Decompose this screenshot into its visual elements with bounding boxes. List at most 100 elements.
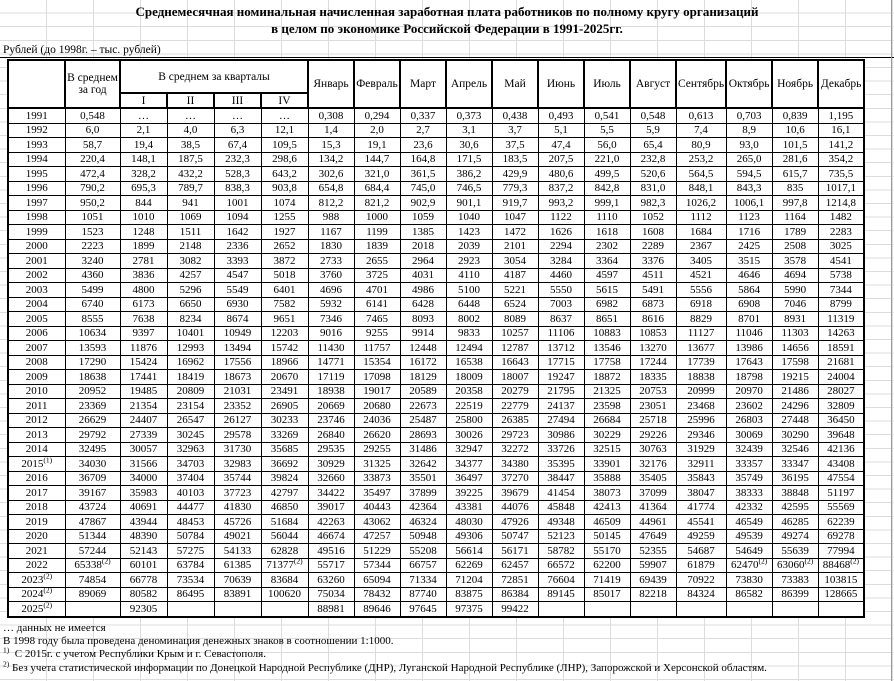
data-cell: 1839	[353, 238, 401, 254]
data-cell: 23598	[583, 398, 631, 414]
data-cell: 37099	[629, 485, 677, 501]
data-cell: 26840	[307, 427, 355, 443]
data-cell: 321,0	[353, 166, 401, 182]
year-cell: 1991	[7, 107, 66, 124]
data-cell: 6650	[166, 296, 215, 312]
data-cell: 52143	[119, 543, 168, 559]
data-cell: 9833	[445, 325, 493, 341]
data-cell: 3405	[675, 253, 727, 269]
data-cell: 65,4	[629, 137, 677, 153]
data-cell: 13712	[537, 340, 585, 356]
data-cell: 746,5	[445, 180, 493, 196]
data-cell: 16643	[491, 354, 539, 370]
data-cell: 70639	[213, 572, 262, 588]
data-cell: 997,8	[771, 195, 819, 211]
data-cell: 47867	[64, 514, 121, 530]
data-cell: 4800	[119, 282, 168, 298]
data-cell: 3082	[166, 253, 215, 269]
data-cell: 1899	[119, 238, 168, 254]
data-cell: 45726	[213, 514, 262, 530]
title-line-1: Среднемесячная номинальная начисленная з…	[135, 4, 759, 19]
quarter-header: III	[213, 92, 262, 109]
data-cell: 43062	[353, 514, 401, 530]
data-cell: 41454	[537, 485, 585, 501]
data-cell: 39017	[307, 499, 355, 515]
data-cell: 3872	[260, 253, 309, 269]
data-cell: 4460	[537, 267, 585, 283]
data-cell: 16172	[399, 354, 447, 370]
data-cell: 24036	[353, 412, 401, 428]
data-cell: 24407	[119, 412, 168, 428]
data-cell: 10883	[583, 325, 631, 341]
data-cell: 32546	[771, 441, 819, 457]
data-cell: 128665	[817, 586, 865, 602]
data-cell: 5100	[445, 282, 493, 298]
data-cell: 1112	[675, 209, 727, 225]
data-cell: 265,0	[725, 151, 773, 167]
data-cell: 30986	[537, 427, 585, 443]
data-cell: 2101	[491, 238, 539, 254]
data-cell: 27494	[537, 412, 585, 428]
data-cell: 23602	[725, 398, 773, 414]
title-line-2: в целом по экономике Российской Федераци…	[271, 21, 623, 36]
data-cell: 988	[307, 209, 355, 225]
data-cell: 7582	[260, 296, 309, 312]
data-cell: 10634	[64, 325, 121, 341]
data-cell: 26620	[353, 427, 401, 443]
data-cell: 3,7	[491, 122, 539, 138]
data-cell: 8089	[491, 311, 539, 327]
data-cell: 12787	[491, 340, 539, 356]
data-cell: 220,4	[64, 151, 121, 167]
table-row: 2019 47867 43944 48453 45726 51684 42263 43062 4…	[7, 514, 865, 530]
year-cell: 2014	[7, 441, 66, 457]
data-cell: 32963	[166, 441, 215, 457]
data-cell: 134,2	[307, 151, 355, 167]
data-cell: 55639	[771, 543, 819, 559]
data-cell: 1,4	[307, 122, 355, 138]
data-cell: 47649	[629, 528, 677, 544]
data-cell: 8799	[817, 296, 865, 312]
data-cell: 49348	[537, 514, 585, 530]
data-cell: 3515	[725, 253, 773, 269]
wage-table: В среднем за год В среднем за кварталы Янв…	[7, 59, 866, 618]
table-row: 2023(2) 74854 66778 73534 70639 83684 63260 650…	[7, 572, 865, 588]
data-cell: 6982	[583, 296, 631, 312]
table-row: 1999 1523 1248 1511 1642 1927 1167 1199 1385 1423…	[7, 224, 865, 240]
data-cell: 20670	[260, 369, 309, 385]
data-cell: 11757	[353, 340, 401, 356]
table-row: 1992 6,0 2,1 4,0 6,3 12,1 1,4 2,0 2,7 3,1 3,7 5,1 5,…	[7, 122, 865, 138]
data-cell: 19485	[119, 383, 168, 399]
data-cell: 55170	[583, 543, 631, 559]
data-cell: 831,0	[629, 180, 677, 196]
data-cell: 23,6	[399, 137, 447, 153]
data-cell: 11127	[675, 325, 727, 341]
table-row: 1996 790,2 695,3 789,7 838,3 903,8 654,8 684,4 7…	[7, 180, 865, 196]
data-cell: 20589	[399, 383, 447, 399]
data-cell: 63060(2)	[771, 557, 819, 573]
data-cell: 35744	[213, 470, 262, 486]
data-cell: 4646	[725, 267, 773, 283]
data-cell: 36709	[64, 470, 121, 486]
data-cell: 66572	[537, 557, 585, 573]
data-cell: 54133	[213, 543, 262, 559]
data-cell: 39167	[64, 485, 121, 501]
data-cell: 83684	[260, 572, 309, 588]
data-cell: 187,5	[166, 151, 215, 167]
data-cell: 25996	[675, 412, 727, 428]
data-cell: 86582	[725, 586, 773, 602]
data-cell: 18872	[583, 369, 631, 385]
data-cell: 1684	[675, 224, 727, 240]
data-cell: 35501	[399, 470, 447, 486]
data-cell: 57344	[353, 557, 401, 573]
data-cell: 82218	[629, 586, 677, 602]
quarter-header: I	[119, 92, 168, 109]
data-cell: 22779	[491, 398, 539, 414]
data-cell: 28693	[399, 427, 447, 443]
data-cell: 1094	[213, 209, 262, 225]
data-cell: 30057	[119, 441, 168, 457]
data-cell: 32272	[491, 441, 539, 457]
data-cell: 43724	[64, 499, 121, 515]
data-cell	[583, 601, 631, 617]
footnotes: … данных не имеется В 1998 году была про…	[3, 622, 894, 676]
data-cell: 8555	[64, 311, 121, 327]
